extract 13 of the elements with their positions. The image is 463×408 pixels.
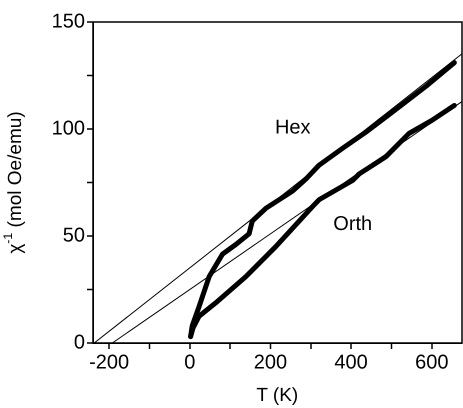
x-tick-label: 400 xyxy=(334,352,368,374)
y-tick-label: 0 xyxy=(74,332,85,354)
series-label: Orth xyxy=(333,212,372,235)
x-tick-label: -200 xyxy=(89,352,130,374)
x-axis-title: T (K) xyxy=(256,385,298,406)
y-tick-label: 150 xyxy=(52,10,85,33)
y-tick-label: 50 xyxy=(62,224,85,247)
x-tick-label: 600 xyxy=(415,352,448,374)
x-tick-label: 200 xyxy=(254,352,288,374)
y-axis-title: χ-1 (mol Oe/emu) xyxy=(0,111,26,254)
y-tick-label: 100 xyxy=(52,118,85,140)
series-label: Hex xyxy=(274,116,311,139)
x-tick-label: 0 xyxy=(184,352,196,374)
